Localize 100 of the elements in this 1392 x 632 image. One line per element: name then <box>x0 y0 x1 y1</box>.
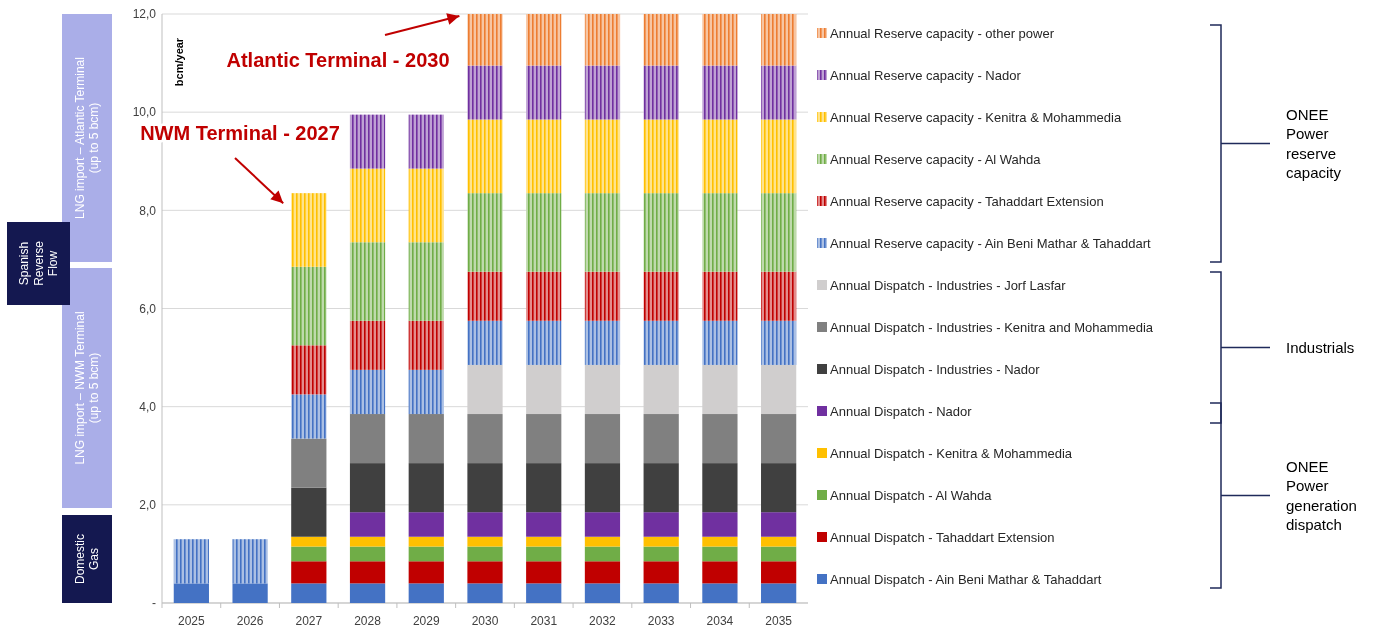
bar <box>526 546 562 562</box>
y-tick-label: 4,0 <box>139 399 157 414</box>
bar <box>232 583 268 603</box>
bar <box>408 512 444 537</box>
bar <box>349 242 386 321</box>
text: Spanish Reverse Flow <box>17 240 61 286</box>
bar <box>349 320 386 370</box>
y-tick-label: 10,0 <box>132 105 157 120</box>
bar <box>467 583 503 603</box>
bar <box>173 583 209 603</box>
bar <box>291 345 327 395</box>
bar <box>467 561 503 584</box>
bar <box>349 369 386 415</box>
bar <box>643 65 679 120</box>
legend-label: Annual Dispatch - Industries - Jorf Lasfar <box>830 277 1067 293</box>
bar <box>643 14 679 66</box>
bar <box>643 119 679 194</box>
bar <box>584 546 621 562</box>
text: LNG import – NWM Terminal (up to 5 bcm) <box>73 311 102 465</box>
bar <box>761 583 797 603</box>
text: LNG import – Atlantic Terminal (up to 5 bcm) <box>73 57 102 219</box>
text: ONEE Power generation dispatch <box>1286 457 1357 533</box>
y-tick-label: 6,0 <box>139 301 157 316</box>
bar <box>467 14 503 66</box>
bar <box>349 414 386 464</box>
bar <box>643 561 679 584</box>
x-tick-label: 2029 <box>412 614 440 628</box>
bar <box>761 271 797 321</box>
bar <box>408 546 444 562</box>
bar <box>349 512 386 537</box>
bar <box>584 414 621 464</box>
bar <box>643 546 679 562</box>
bar <box>232 539 268 584</box>
x-tick-label: 2032 <box>589 614 617 628</box>
bar <box>584 536 621 547</box>
bar <box>702 193 738 272</box>
x-tick-label: 2028 <box>354 614 382 628</box>
bar <box>702 546 738 562</box>
x-tick-label: 2025 <box>178 614 206 628</box>
bar <box>526 463 562 513</box>
bar <box>173 539 209 584</box>
bar <box>643 193 679 272</box>
legend-label: Annual Reserve capacity - Nador <box>830 67 1022 83</box>
legend-label: Annual Reserve capacity - other power <box>830 25 1055 41</box>
bar <box>643 414 679 464</box>
annotation: NWM Terminal - 2027 <box>140 122 340 144</box>
bar <box>349 463 386 513</box>
bar <box>349 561 386 584</box>
legend-label: Annual Dispatch - Kenitra & Mohammedia <box>830 445 1073 461</box>
x-tick-label: 2027 <box>295 614 323 628</box>
bar <box>761 561 797 584</box>
bar <box>291 438 327 488</box>
x-tick-label: 2034 <box>706 614 734 628</box>
bar <box>408 320 444 370</box>
legend-label: Annual Dispatch - Industries - Kenitra and Mohammedia <box>830 319 1154 335</box>
bar <box>467 65 503 120</box>
bar <box>291 546 327 562</box>
bar <box>761 65 797 120</box>
bar <box>349 536 386 547</box>
bar <box>584 119 621 194</box>
bar <box>643 320 679 365</box>
bar <box>408 561 444 584</box>
bar <box>467 320 503 365</box>
annotation: Atlantic Terminal - 2030 <box>226 49 450 71</box>
bar <box>526 193 562 272</box>
bar <box>643 583 679 603</box>
bar <box>349 114 386 169</box>
bar <box>408 369 444 415</box>
bar <box>761 320 797 365</box>
bar <box>761 463 797 513</box>
bar <box>526 14 562 66</box>
bar <box>467 546 503 562</box>
bar <box>526 561 562 584</box>
bar <box>526 512 562 537</box>
bar <box>702 583 738 603</box>
bar <box>761 119 797 194</box>
bar <box>467 512 503 537</box>
x-tick-label: 2030 <box>471 614 499 628</box>
bar <box>526 119 562 194</box>
bar <box>584 65 621 120</box>
bar <box>526 65 562 120</box>
legend-label: Annual Dispatch - Al Wahda <box>830 487 993 503</box>
bar <box>702 65 738 120</box>
legend-label: Annual Reserve capacity - Kenitra & Mohammedia <box>830 109 1122 125</box>
bar <box>526 271 562 321</box>
bar <box>584 561 621 584</box>
bar <box>467 119 503 194</box>
bar <box>349 546 386 562</box>
x-tick-label: 2026 <box>236 614 264 628</box>
y-tick-label: - <box>152 596 156 611</box>
bar <box>761 414 797 464</box>
bar <box>584 271 621 321</box>
bar <box>761 193 797 272</box>
bar <box>584 583 621 603</box>
bar <box>702 463 738 513</box>
bar <box>291 561 327 584</box>
bar <box>408 168 444 243</box>
bar <box>467 193 503 272</box>
bar <box>349 583 386 603</box>
bar <box>702 119 738 194</box>
